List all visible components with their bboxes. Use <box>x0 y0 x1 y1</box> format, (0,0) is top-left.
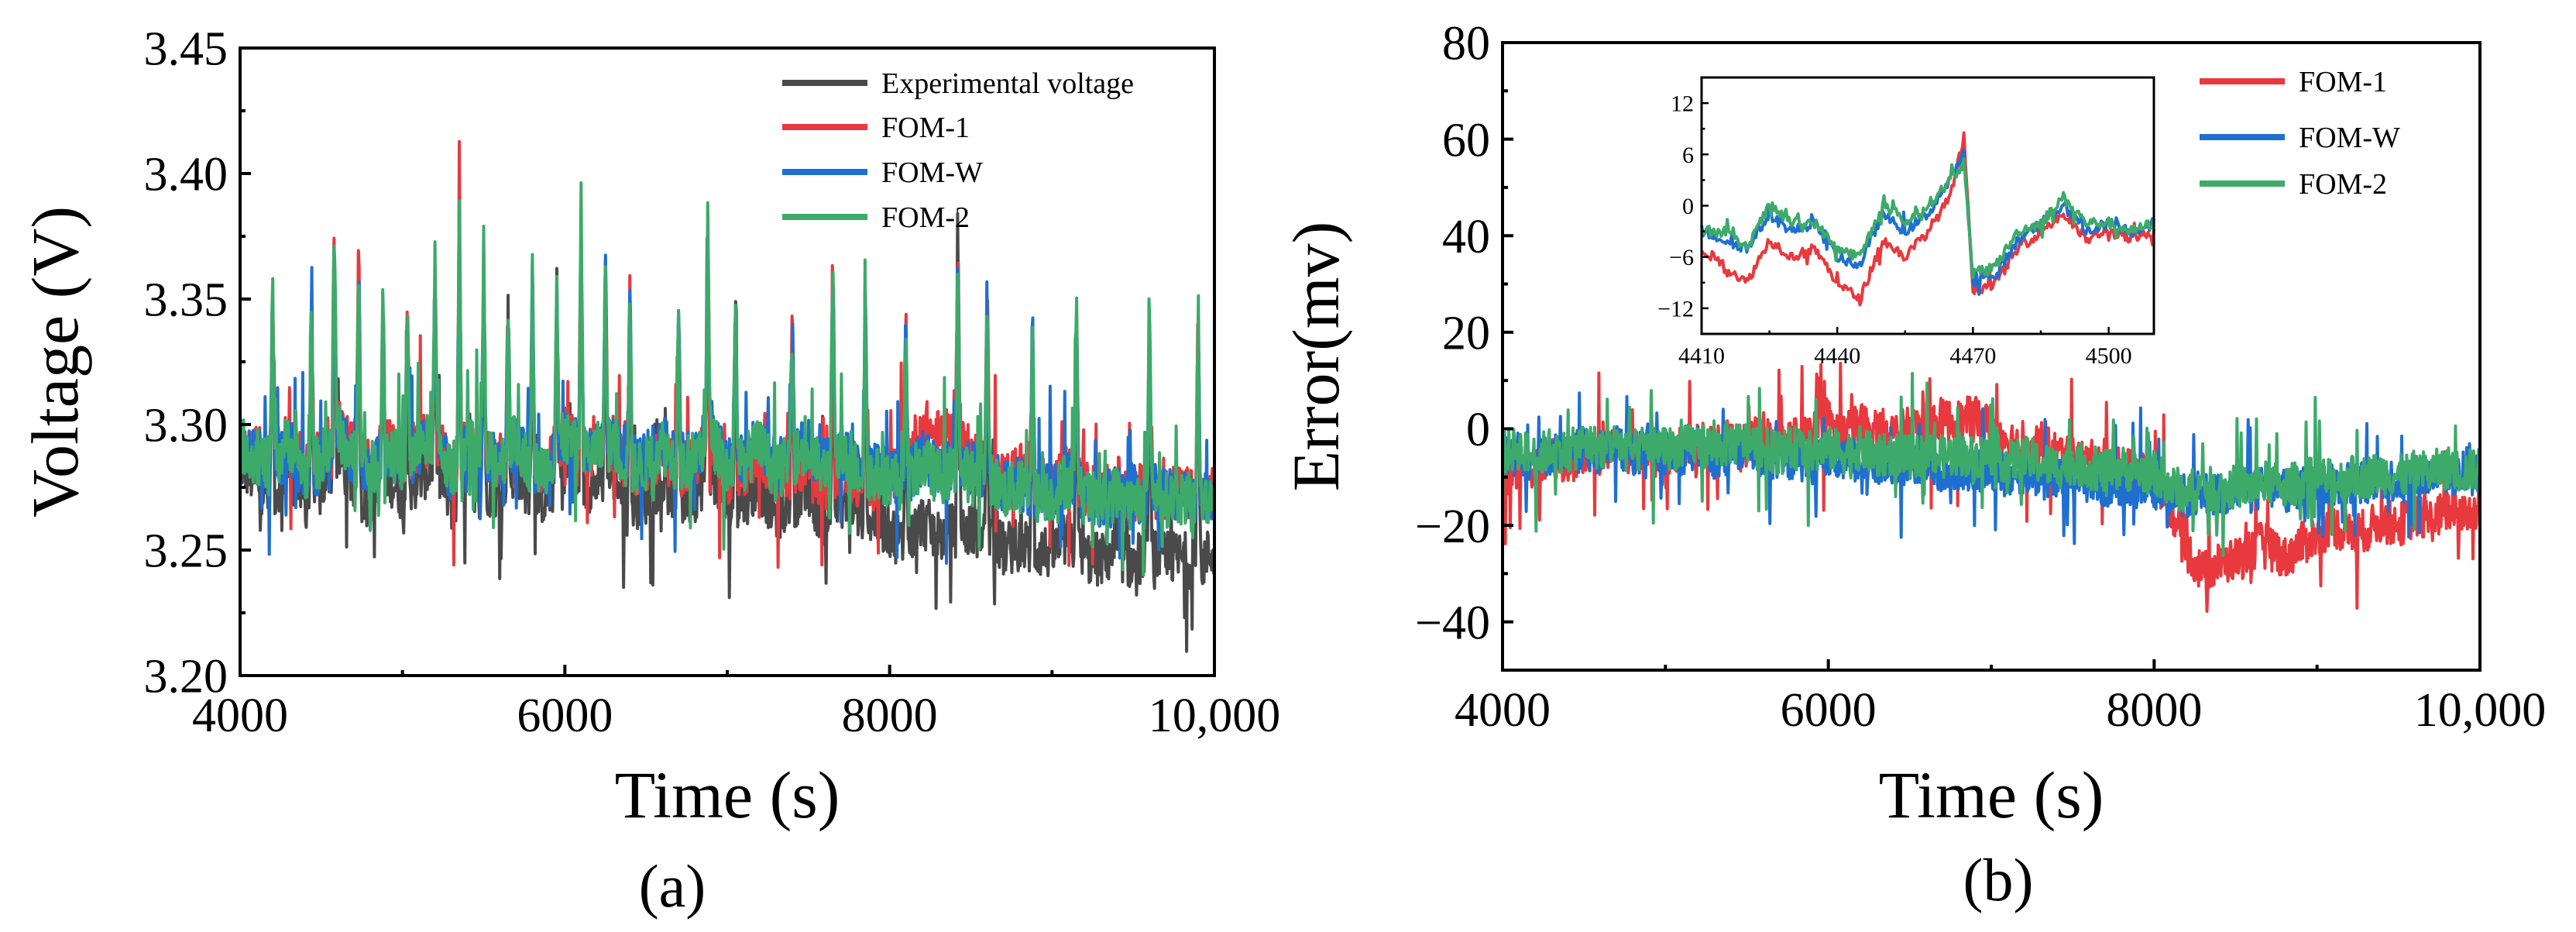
x-tick-label: 6000 <box>517 690 613 742</box>
y-tick-label: 6 <box>1682 143 1694 168</box>
inset-axes: 4410 4440 4470 4500 −12 −6 0 6 12 <box>1657 91 2132 369</box>
inset-plot-lines <box>1700 131 2155 307</box>
y-tick-label: −12 <box>1657 296 1694 322</box>
x-tick-label: 4470 <box>1949 343 1996 369</box>
x-tick-label: 10,000 <box>2414 684 2547 737</box>
y-tick-label: 3.40 <box>144 149 228 201</box>
y-tick-label: 3.20 <box>144 651 228 703</box>
panel-a-voltage-chart: 4000 6000 8000 10,000 3.20 3.25 3.30 3.35 3.40 3.… <box>18 23 1280 920</box>
panel-a-y-axis-title: Voltage (V) <box>18 206 92 518</box>
x-tick-label: 4000 <box>1455 684 1551 737</box>
legend-label-fomw-b: FOM-W <box>2299 122 2400 154</box>
panel-a-label: (a) <box>639 852 706 920</box>
y-tick-label: 0 <box>1466 404 1490 456</box>
legend-label-fom2-a: FOM-2 <box>881 201 970 234</box>
panel-a-plot-frame <box>239 46 1216 677</box>
legend-label-fom1-b: FOM-1 <box>2299 66 2387 98</box>
panel-b-label: (b) <box>1963 846 2034 913</box>
x-tick-label: 8000 <box>842 690 938 742</box>
legend-label-fom1-a: FOM-1 <box>881 112 970 144</box>
x-tick-label: 10,000 <box>1149 690 1281 742</box>
panel-b-x-axis-title: Time (s) <box>1879 758 2104 832</box>
panel-a-legend: Experimental voltage FOM-1 FOM-W FOM-2 <box>782 67 1134 234</box>
series-line-fom-2 <box>1700 157 2155 280</box>
panel-a-plot-lines <box>239 139 1216 653</box>
legend-label-fomw-a: FOM-W <box>881 156 983 189</box>
x-tick-label: 6000 <box>1781 684 1877 737</box>
y-tick-label: 3.25 <box>144 525 228 578</box>
y-tick-label: 3.30 <box>144 400 228 452</box>
y-tick-label: 20 <box>1442 308 1490 360</box>
y-tick-label: −6 <box>1669 245 1694 270</box>
panel-a-x-axis-title: Time (s) <box>615 758 840 832</box>
y-tick-label: −40 <box>1415 597 1490 649</box>
panel-b-inset-chart: 4410 4440 4470 4500 −12 −6 0 6 12 <box>1657 76 2155 369</box>
panel-b-y-axis-title: Error(mv) <box>1279 222 1353 492</box>
y-tick-label: 0 <box>1682 194 1694 219</box>
y-tick-label: 60 <box>1442 114 1490 167</box>
y-tick-label: 12 <box>1671 91 1694 117</box>
panel-b-plot-lines <box>1501 361 2482 614</box>
series-line-fom-2 <box>1501 372 2482 557</box>
y-tick-label: 3.35 <box>144 274 228 327</box>
legend-label-fom2-b: FOM-2 <box>2299 168 2387 201</box>
x-tick-label: 4000 <box>192 690 288 742</box>
y-tick-label: 80 <box>1442 18 1490 71</box>
y-tick-label: 40 <box>1442 211 1490 263</box>
x-tick-label: 4500 <box>2086 343 2132 369</box>
legend-label-experimental: Experimental voltage <box>881 67 1134 100</box>
y-tick-label: 3.45 <box>144 23 228 76</box>
series-line-fom-w <box>1700 149 2155 296</box>
x-tick-label: 4410 <box>1678 343 1725 369</box>
panel-a-axes: 4000 6000 8000 10,000 3.20 3.25 3.30 3.35 3.40 3.… <box>144 23 1281 742</box>
x-tick-label: 8000 <box>2106 684 2202 737</box>
series-line-fom-1 <box>1700 131 2155 307</box>
y-tick-label: −20 <box>1415 500 1490 553</box>
x-tick-label: 4440 <box>1814 343 1860 369</box>
panel-b-legend: FOM-1 FOM-W FOM-2 <box>2200 66 2400 201</box>
series-line-fom-2 <box>239 181 1216 577</box>
